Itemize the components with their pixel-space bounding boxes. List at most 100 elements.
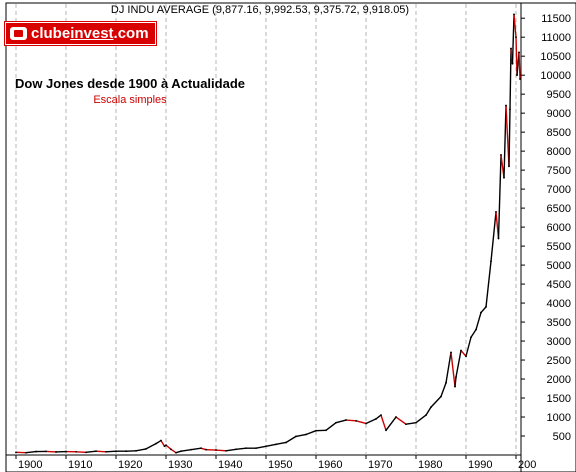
y-tick-label: 5500: [547, 241, 571, 253]
series-segment: [445, 351, 452, 384]
data-point: [490, 260, 492, 263]
series-segment: [509, 47, 512, 111]
data-point: [25, 451, 27, 454]
data-point: [511, 62, 514, 65]
series-segment: [365, 418, 377, 425]
data-point: [163, 445, 166, 448]
series-segment: [460, 349, 467, 357]
data-point: [105, 450, 107, 453]
chart-header: DJ INDU AVERAGE (9,877.16, 9,992.53, 9,3…: [110, 4, 410, 16]
logo-text-post: .com: [113, 25, 149, 42]
chart-subtitle: Escala simples: [93, 94, 167, 106]
data-point: [325, 429, 327, 432]
series-segment: [345, 419, 357, 422]
y-tick-label: 8000: [547, 146, 571, 158]
x-tick-label: 1900: [18, 459, 42, 471]
data-point: [75, 450, 77, 453]
data-point: [440, 395, 442, 398]
series-segment: [465, 336, 472, 357]
x-tick-label: 1980: [418, 459, 442, 471]
data-point: [95, 450, 97, 453]
data-point: [335, 421, 337, 424]
data-point: [115, 450, 117, 453]
brand-logo: clubeinvest.com: [5, 22, 156, 45]
y-tick-label: 2000: [547, 374, 571, 386]
data-point: [510, 47, 512, 50]
y-tick-label: 4500: [547, 279, 571, 291]
series-segment: [190, 447, 202, 451]
data-point: [180, 450, 182, 453]
series-segment: [225, 448, 237, 452]
series-segment: [255, 445, 267, 449]
data-point: [495, 211, 497, 213]
y-tick-label: 11500: [541, 13, 571, 25]
data-point: [485, 305, 487, 308]
data-point: [505, 104, 507, 107]
data-point: [145, 448, 147, 450]
y-tick-label: 10000: [540, 70, 571, 82]
series-segment: [25, 450, 37, 454]
data-point: [165, 444, 167, 447]
data-point: [380, 414, 382, 417]
y-tick-label: 6000: [547, 222, 571, 234]
data-point: [508, 165, 510, 168]
y-tick-label: 8500: [547, 127, 571, 139]
x-tick-label: 1990: [468, 459, 492, 471]
data-point: [45, 450, 47, 453]
series-segment: [405, 422, 417, 425]
y-tick-label: 10500: [540, 51, 571, 63]
series-segment: [455, 349, 462, 378]
data-point: [395, 416, 397, 418]
x-tick-label: 1920: [118, 459, 142, 471]
series-segment: [325, 422, 337, 432]
price-series: [15, 13, 521, 454]
series-segment: [135, 448, 147, 452]
series-segment: [503, 104, 507, 179]
data-point: [265, 445, 267, 448]
series-segment: [425, 406, 432, 416]
data-point: [135, 449, 137, 452]
series-segment: [85, 450, 97, 454]
y-axis: 500 1000 1500 2000 2500 3000 3500 4000 4500 5000 5…: [521, 13, 571, 443]
logo-text: clubeinvest.com: [31, 23, 149, 44]
y-tick-label: 1000: [547, 412, 571, 424]
y-tick-label: 1500: [547, 393, 571, 405]
data-point: [205, 448, 207, 451]
series-segment: [508, 108, 511, 168]
data-point: [345, 419, 347, 421]
data-point: [160, 439, 162, 442]
data-point: [65, 450, 67, 453]
series-segment: [295, 433, 307, 438]
data-point: [225, 449, 227, 452]
x-tick-label: 1950: [268, 459, 292, 471]
y-tick-label: 6500: [547, 203, 571, 215]
data-point: [55, 451, 57, 453]
data-point: [455, 376, 457, 379]
data-point: [200, 447, 202, 450]
series-segment: [513, 13, 517, 38]
x-tick-label: 1930: [168, 459, 192, 471]
data-point: [430, 406, 432, 409]
data-point: [235, 448, 237, 451]
y-tick-label: 11000: [541, 32, 571, 44]
vertical-grid: [15, 4, 517, 455]
data-point: [475, 328, 477, 331]
series-segment: [215, 449, 227, 452]
series-segment: [375, 414, 382, 420]
plot-area: [5, 2, 522, 456]
data-point: [516, 74, 518, 77]
series-segment: [265, 443, 277, 447]
series-segment: [235, 447, 247, 451]
data-point: [445, 381, 447, 384]
series-segment: [335, 419, 347, 424]
series-segment: [355, 420, 367, 425]
series-segment: [45, 450, 57, 453]
data-point: [450, 351, 452, 354]
data-point: [315, 429, 317, 432]
series-segment: [385, 416, 397, 432]
y-tick-label: 9500: [547, 89, 571, 101]
data-point: [245, 447, 247, 450]
data-point: [518, 51, 520, 54]
data-point: [500, 154, 502, 156]
